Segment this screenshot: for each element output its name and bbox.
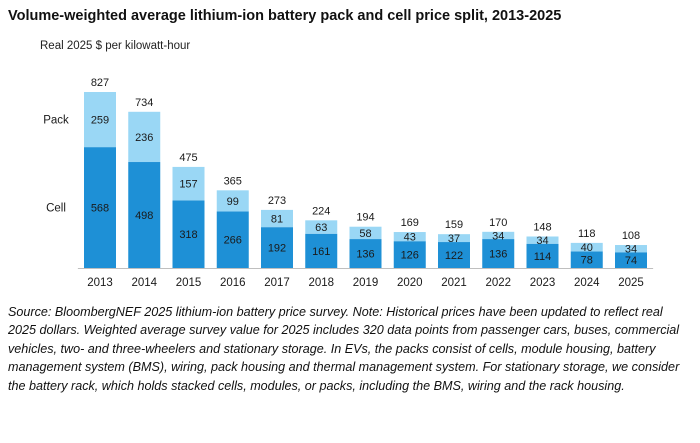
label-pack-2018: 63 (315, 222, 327, 234)
legend-pack-label: Pack (43, 115, 69, 127)
bar-pack-2013 (84, 92, 116, 148)
label-total-2018: 224 (312, 205, 330, 217)
label-total-2021: 159 (445, 219, 463, 231)
x-tick-2013: 2013 (87, 277, 113, 289)
bar-cell-2013 (84, 147, 116, 268)
bar-cell-2016 (216, 211, 249, 268)
x-tick-2020: 2020 (397, 277, 423, 289)
bar-pack-2018 (305, 220, 338, 234)
label-cell-2021: 122 (445, 250, 463, 262)
label-cell-2017: 192 (268, 243, 286, 255)
source-note: Source: BloombergNEF 2025 lithium-ion ba… (8, 305, 680, 393)
bar-cell-2020 (393, 241, 426, 268)
label-cell-2019: 136 (356, 249, 374, 261)
label-cell-2013: 568 (91, 203, 109, 215)
label-total-2016: 365 (224, 175, 242, 187)
label-total-2025: 108 (622, 230, 640, 242)
label-total-2014: 734 (135, 97, 153, 109)
label-total-2020: 169 (401, 217, 419, 229)
bar-cell-2019 (349, 239, 382, 268)
label-cell-2025: 74 (625, 255, 637, 267)
bar-cell-2014 (128, 162, 161, 268)
label-total-2019: 194 (356, 212, 374, 224)
bar-cell-2018 (305, 233, 338, 268)
label-pack-2015: 157 (179, 179, 197, 191)
bar-cell-2015 (172, 200, 205, 268)
label-cell-2024: 78 (581, 255, 593, 267)
label-pack-2016: 99 (227, 196, 239, 208)
bar-pack-2025 (615, 245, 647, 253)
label-cell-2015: 318 (179, 229, 197, 241)
label-pack-2025: 34 (625, 244, 637, 256)
x-tick-2019: 2019 (353, 277, 379, 289)
legend-cell-label: Cell (46, 203, 66, 215)
bar-pack-2017 (261, 209, 293, 228)
bar-cell-2024 (570, 251, 603, 268)
label-pack-2020: 43 (404, 232, 416, 244)
label-pack-2024: 40 (581, 242, 593, 254)
bar-cell-2021 (438, 242, 470, 268)
stacked-bar-chart: 568 259 827 2013 498 236 734 2014 318 157 475 2015 2… (43, 77, 654, 289)
x-tick-2016: 2016 (220, 277, 246, 289)
x-tick-2014: 2014 (131, 277, 157, 289)
x-tick-2022: 2022 (485, 277, 511, 289)
x-tick-2017: 2017 (264, 277, 290, 289)
label-pack-2023: 34 (536, 235, 548, 247)
label-pack-2022: 34 (492, 230, 504, 242)
label-total-2013: 827 (91, 77, 109, 89)
x-tick-2018: 2018 (308, 277, 334, 289)
bar-pack-2022 (482, 231, 515, 240)
label-total-2017: 273 (268, 195, 286, 207)
label-total-2024: 118 (578, 228, 596, 240)
label-total-2022: 170 (489, 217, 507, 229)
label-pack-2017: 81 (271, 214, 283, 226)
bar-cell-2025 (615, 252, 647, 268)
label-pack-2019: 58 (359, 228, 371, 240)
x-tick-2024: 2024 (574, 277, 600, 289)
label-pack-2014: 236 (135, 132, 153, 144)
bar-pack-2015 (172, 166, 205, 201)
label-cell-2014: 498 (135, 210, 153, 222)
bar-pack-2020 (393, 232, 426, 242)
x-tick-2015: 2015 (176, 277, 202, 289)
bar-cell-2023 (526, 243, 559, 268)
bar-cell-2017 (261, 227, 293, 268)
bar-pack-2016 (216, 190, 249, 212)
x-tick-2023: 2023 (530, 277, 556, 289)
label-total-2023: 148 (533, 222, 551, 234)
label-cell-2016: 266 (224, 235, 242, 247)
bar-pack-2014 (128, 111, 161, 163)
label-cell-2020: 126 (401, 250, 419, 262)
bar-pack-2021 (438, 234, 470, 243)
bar-pack-2023 (526, 236, 559, 244)
x-tick-2025: 2025 (618, 277, 644, 289)
label-pack-2013: 259 (91, 115, 109, 127)
bar-pack-2024 (570, 242, 603, 252)
chart-area: 568 259 827 2013 498 236 734 2014 318 157 475 2015 2… (43, 77, 654, 289)
label-pack-2021: 37 (448, 233, 460, 245)
chart-title: Volume-weighted average lithium-ion batt… (8, 8, 562, 24)
label-cell-2018: 161 (312, 246, 330, 258)
label-total-2015: 475 (179, 152, 197, 164)
bar-cell-2022 (482, 239, 515, 268)
x-tick-2021: 2021 (441, 277, 467, 289)
bar-pack-2019 (349, 226, 382, 240)
label-cell-2023: 114 (534, 251, 552, 263)
unit-label: Real 2025 $ per kilowatt-hour (40, 40, 191, 52)
label-cell-2022: 136 (489, 249, 507, 261)
